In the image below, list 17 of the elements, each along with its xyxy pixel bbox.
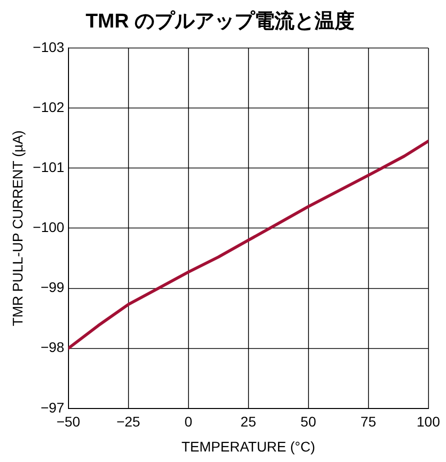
- x-axis-title: TEMPERATURE (°C): [181, 438, 316, 454]
- y-tick-label: −101: [32, 158, 65, 175]
- y-tick-label: −102: [32, 98, 65, 115]
- y-tick-label: −100: [32, 219, 65, 236]
- y-tick-label: −97: [40, 399, 65, 416]
- x-tick-label: 100: [416, 414, 440, 430]
- x-tick-label: −25: [116, 414, 140, 430]
- chart-title: TMR のプルアップ電流と温度: [86, 10, 354, 33]
- x-tick-label: 50: [300, 414, 316, 430]
- y-tick-label: −103: [32, 38, 65, 55]
- y-axis-title: TMR PULL-UP CURRENT (µA): [9, 130, 26, 326]
- x-tick-label: −50: [56, 414, 80, 430]
- y-tick-label: −99: [40, 279, 65, 296]
- y-tick-label: −98: [40, 339, 65, 356]
- x-tick-label: 0: [184, 414, 192, 430]
- x-tick-label: 75: [360, 414, 376, 430]
- x-tick-label: 25: [240, 414, 256, 430]
